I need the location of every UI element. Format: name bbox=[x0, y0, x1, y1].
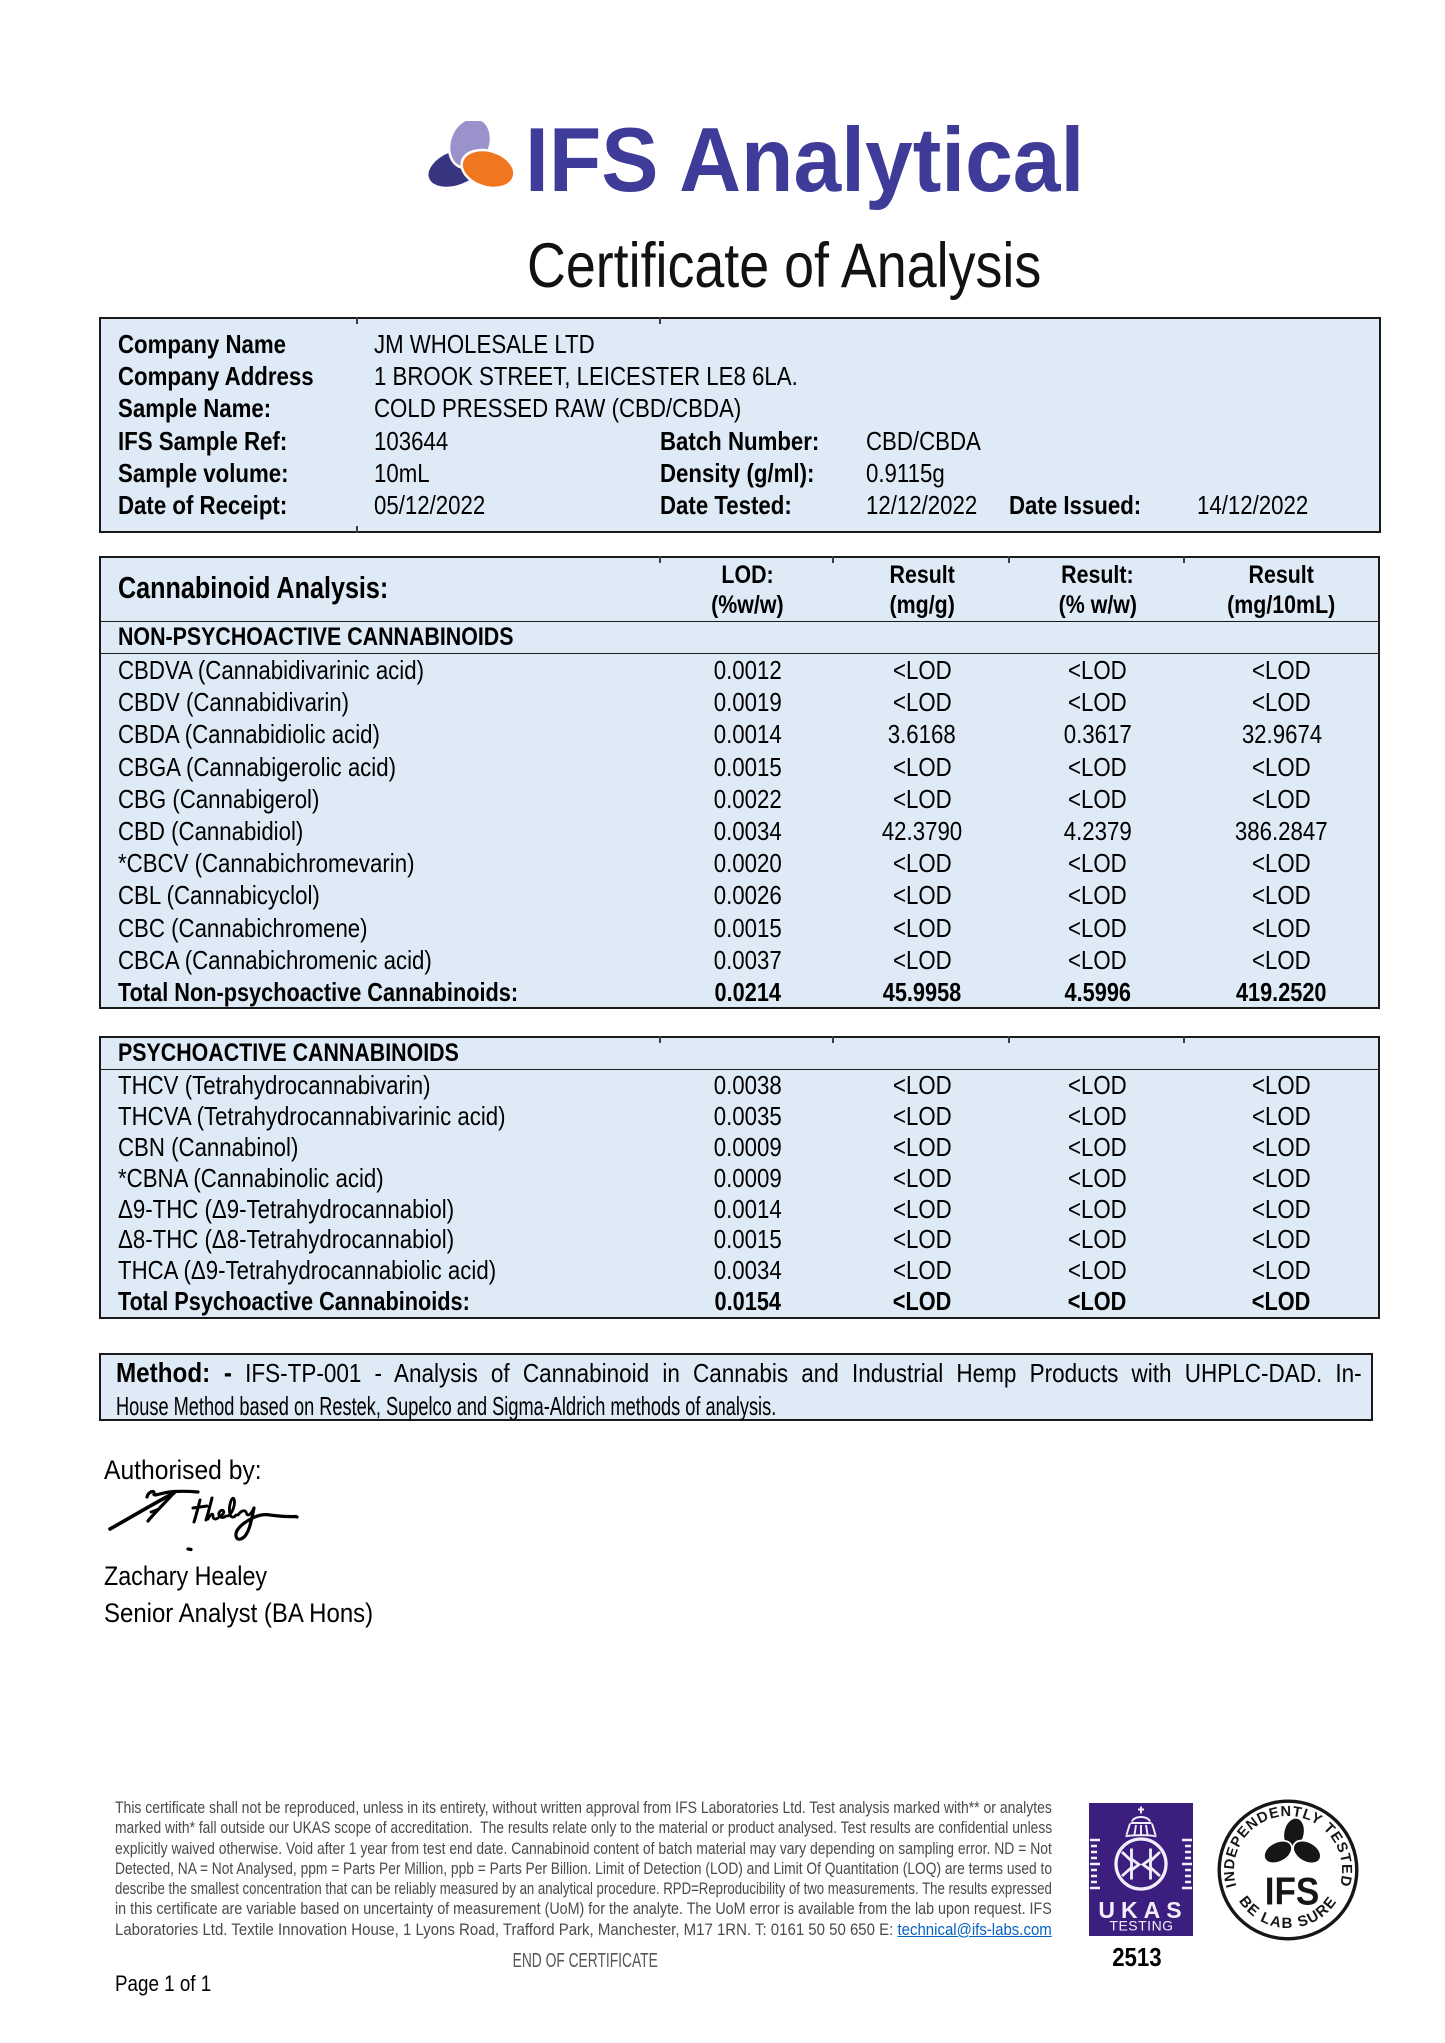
svg-text:IFS: IFS bbox=[1265, 1869, 1320, 1913]
svg-text:TESTING: TESTING bbox=[1109, 1918, 1173, 1934]
svg-text:UKAS: UKAS bbox=[1098, 1897, 1187, 1923]
